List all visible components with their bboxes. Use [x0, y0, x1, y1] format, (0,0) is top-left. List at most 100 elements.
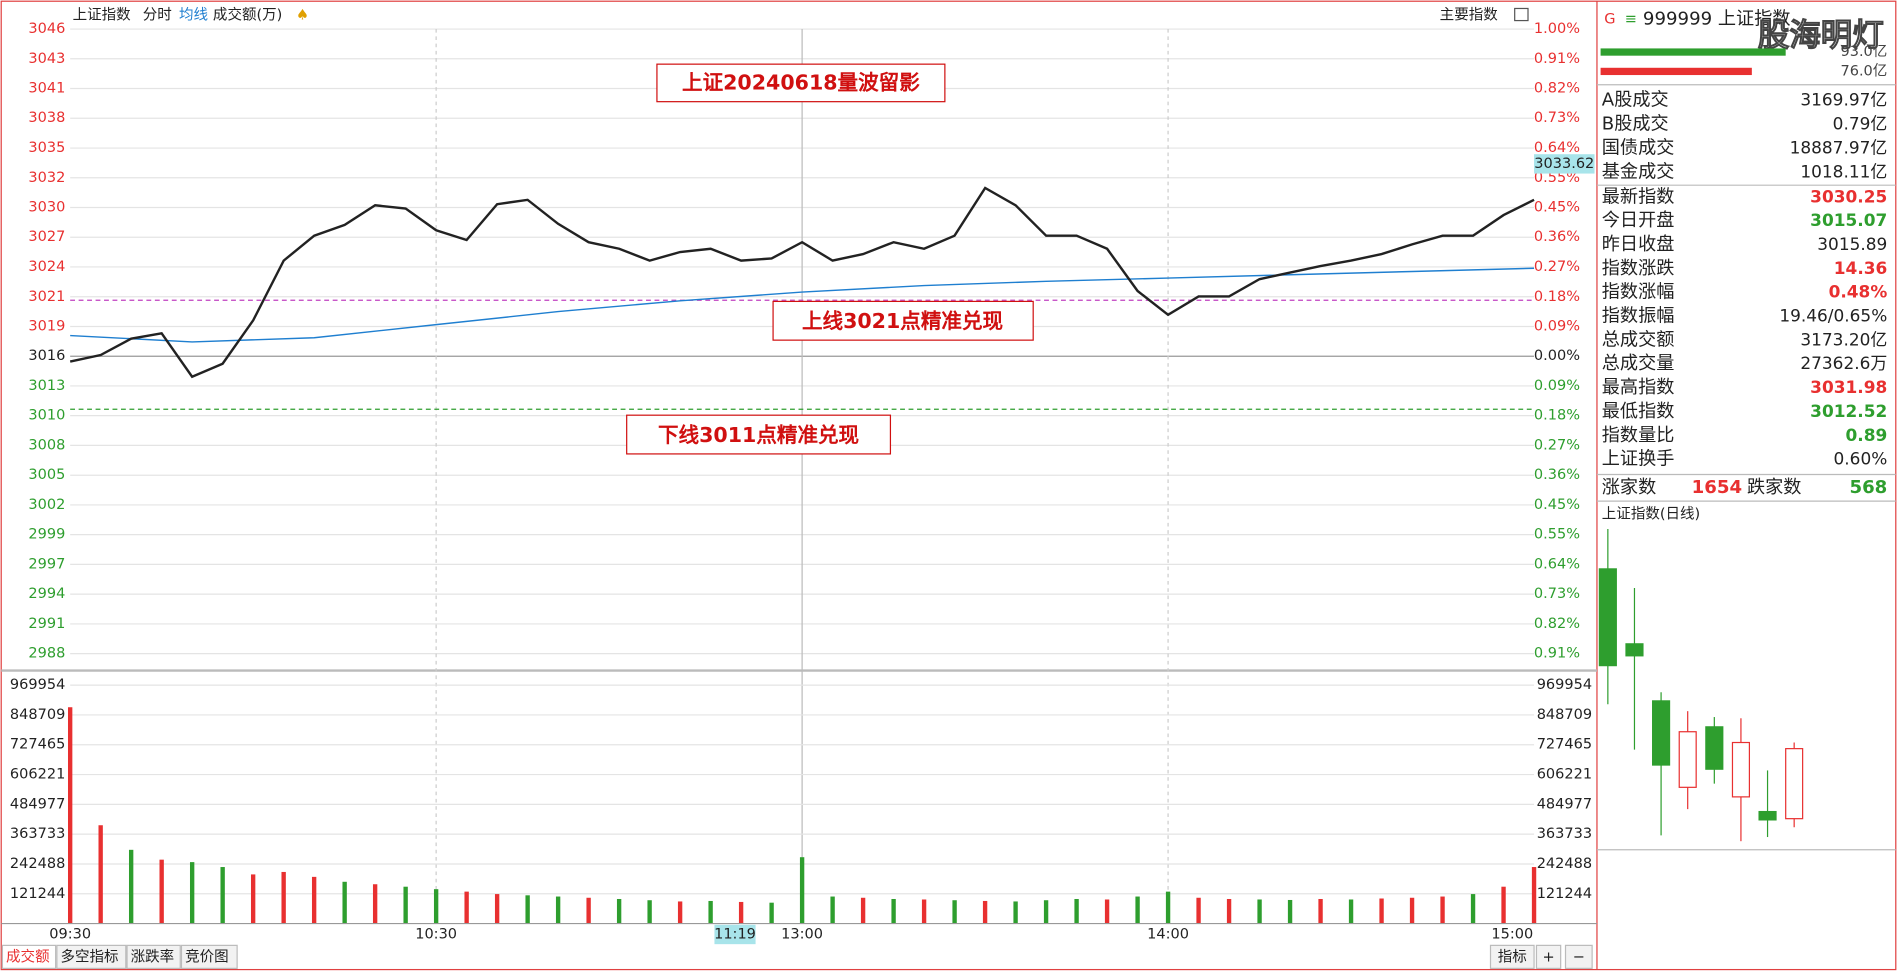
row-label: 最低指数: [1602, 401, 1675, 422]
row-label: 总成交额: [1602, 329, 1675, 350]
volume-bar: [159, 859, 164, 924]
volume-bar: [128, 849, 134, 924]
y-tick-label: 3046: [28, 21, 65, 37]
up-count: 1654: [1692, 477, 1742, 498]
down-label: 跌家数: [1747, 477, 1801, 498]
footer-tab[interactable]: [180, 944, 238, 969]
footer-button-label[interactable]: 指标: [1498, 948, 1527, 965]
row-label: 今日开盘: [1602, 210, 1675, 231]
volume-bar: [1348, 899, 1354, 924]
footer-button[interactable]: [1535, 944, 1562, 969]
pct-label: 0.55%: [1534, 170, 1580, 186]
icon-menu: ≡: [1625, 11, 1637, 27]
annotation: 下线3011点精准兑现: [658, 423, 860, 447]
row-label: 指数涨幅: [1602, 282, 1675, 303]
y-tick-label: 3002: [28, 497, 65, 513]
x-tick-label: 09:30: [49, 926, 91, 942]
tab[interactable]: 分时: [143, 7, 172, 24]
ratio-label: 76.0亿: [1840, 62, 1887, 79]
annotation: 上证20240618量波留影: [682, 71, 920, 95]
y-tick-label: 2991: [28, 616, 65, 632]
x-tick-label: 15:00: [1491, 926, 1533, 942]
pct-label: 0.36%: [1534, 229, 1580, 245]
volume-bar: [586, 897, 591, 924]
row-label: 总成交量: [1602, 353, 1675, 374]
y-tick-label: 727465: [1537, 737, 1592, 753]
pct-label: 0.64%: [1534, 556, 1580, 572]
toggle-icon[interactable]: [1514, 7, 1529, 22]
pct-label: 0.55%: [1534, 527, 1580, 543]
volume-bar: [921, 899, 927, 924]
footer-tab-label[interactable]: 多空指标: [60, 948, 118, 965]
volume-bar: [1104, 899, 1110, 924]
volume-bar: [433, 889, 439, 924]
volume-bar: [1226, 898, 1232, 924]
candle-body: [1678, 731, 1697, 788]
row-label: 上证换手: [1602, 449, 1675, 470]
volume-bar: [708, 900, 713, 924]
volume-bar: [799, 857, 805, 924]
row-value: 19.46/0.65%: [1779, 306, 1887, 326]
pct-label: 0.73%: [1534, 110, 1580, 126]
volume-bar: [189, 862, 195, 924]
tab[interactable]: 成交额(万): [213, 6, 282, 24]
row-label: 指数涨跌: [1602, 258, 1675, 279]
volume-bar: [1501, 886, 1506, 924]
y-tick-label: 3030: [28, 199, 65, 215]
row-value: 18887.97亿: [1790, 137, 1888, 157]
volume-bar: [830, 896, 835, 924]
row-value: 0.79亿: [1833, 113, 1888, 133]
footer-tab-label[interactable]: 成交额: [6, 947, 50, 965]
tab[interactable]: 均线: [179, 7, 208, 24]
footer-button-label[interactable]: +: [1542, 949, 1554, 965]
footer-button[interactable]: [1564, 944, 1593, 969]
volume-bar: [982, 900, 988, 924]
volume-bar: [372, 884, 378, 924]
pct-label: 0.73%: [1534, 586, 1580, 602]
y-tick-label: 3008: [28, 437, 65, 453]
row-value: 1018.11亿: [1800, 161, 1887, 181]
y-tick-label: 2988: [28, 646, 65, 662]
volume-bar: [647, 900, 652, 924]
pct-label: 0.27%: [1534, 259, 1580, 275]
main-index[interactable]: 主要指数: [1440, 7, 1499, 24]
cursor-time: 11:19: [714, 926, 756, 942]
row-label: 最新指数: [1602, 186, 1675, 207]
footer-tab-label[interactable]: 竞价图: [185, 947, 229, 965]
candle-body: [1625, 643, 1644, 657]
annotation: 上线3021点精准兑现: [802, 309, 1004, 333]
footer-button-label[interactable]: −: [1573, 949, 1585, 965]
volume-bar: [281, 871, 286, 924]
pct-label: 0.00%: [1534, 348, 1580, 364]
footer-tab-label[interactable]: 涨跌率: [131, 948, 175, 965]
row-value: 0.89: [1846, 425, 1888, 445]
volume-bar: [1379, 898, 1384, 924]
y-tick-label: 2997: [28, 556, 65, 572]
watermark: 股海明灯: [1758, 17, 1884, 53]
candle-body: [1705, 726, 1724, 770]
footer-tab[interactable]: [1, 944, 57, 969]
row-value: 0.48%: [1829, 282, 1888, 302]
row-label: 最高指数: [1602, 377, 1675, 398]
footer-tab[interactable]: [56, 944, 127, 969]
y-tick-label: 606221: [10, 767, 65, 783]
avg-line: [70, 267, 1535, 343]
y-tick-label: 3043: [28, 51, 65, 67]
row-value: 3031.98: [1810, 377, 1887, 397]
daily-title: 上证指数(日线): [1602, 505, 1700, 522]
volume-bar: [769, 902, 774, 924]
y-tick-label: 3005: [28, 467, 65, 483]
ratio-label: 93.0亿: [1840, 43, 1887, 60]
bell-icon[interactable]: ♠: [296, 8, 309, 24]
footer-button[interactable]: [1489, 944, 1535, 969]
footer-tab[interactable]: [126, 944, 181, 969]
volume-bar: [311, 876, 317, 924]
cursor-price-box: [1534, 154, 1595, 174]
volume-bar: [860, 897, 866, 924]
cursor-time-box: [714, 924, 756, 945]
row-value: 3173.20亿: [1800, 329, 1887, 349]
price-line: [69, 186, 1535, 379]
pct-label: 0.45%: [1534, 497, 1580, 513]
y-tick-label: 3032: [28, 170, 65, 186]
